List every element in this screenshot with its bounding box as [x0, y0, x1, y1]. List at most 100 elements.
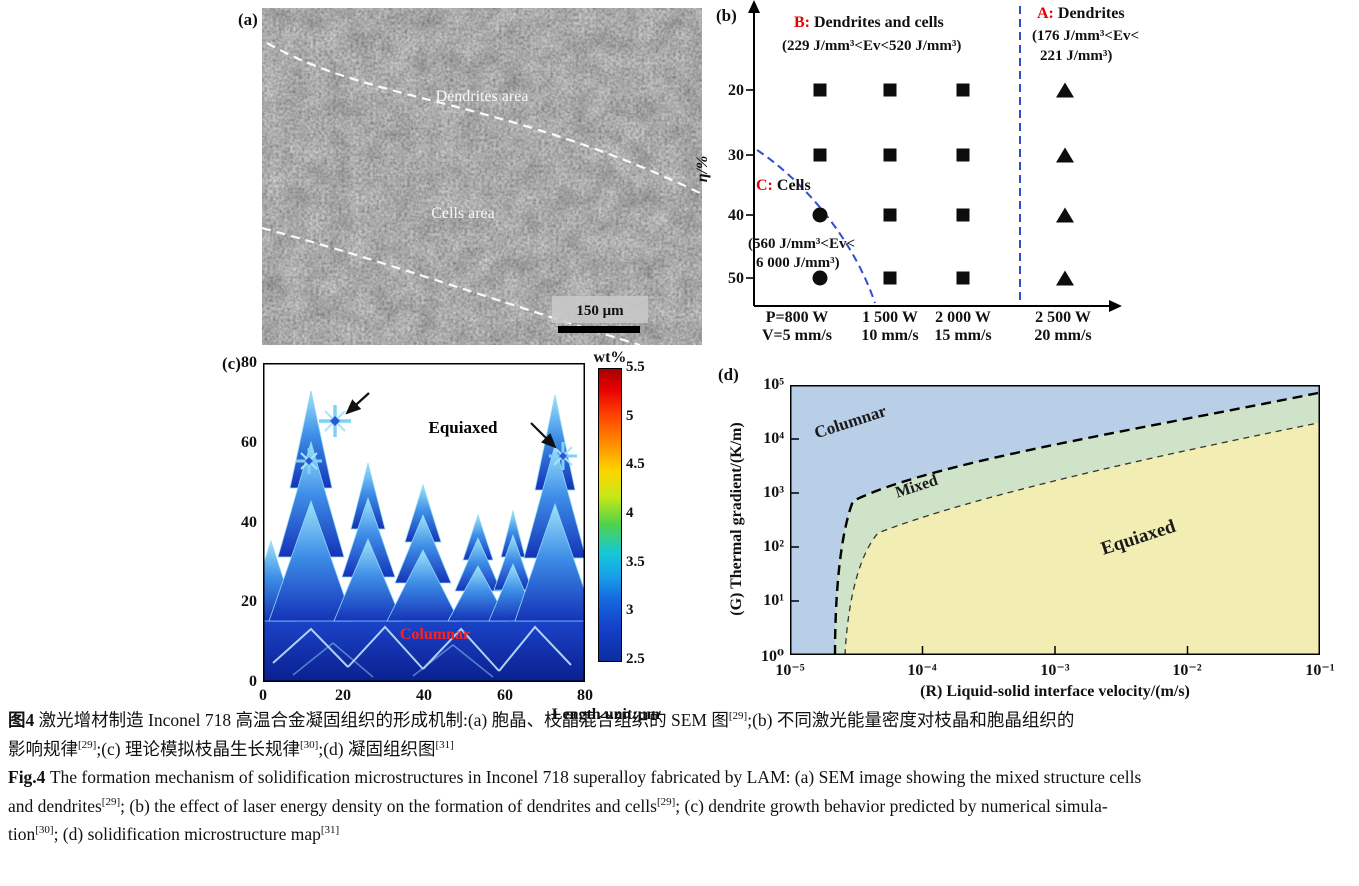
sem-noise-coarse — [262, 8, 702, 345]
region-b-range: (229 J/mm³<Ev<520 J/mm³) — [782, 38, 962, 54]
region-b-letter: B: — [794, 14, 810, 31]
y-tick-label-50: 50 — [728, 270, 744, 287]
columnar-zone-band — [263, 612, 585, 682]
marker-square — [813, 148, 827, 162]
cb-tick-5: 5 — [626, 408, 634, 424]
y-tick-label-40: 40 — [728, 207, 744, 224]
x-tick-label-2500w: 2 500 W 20 mm/s — [1017, 309, 1109, 345]
c-y-tick-40: 40 — [241, 514, 257, 531]
panel-d-tag: (d) — [718, 365, 739, 384]
region-c-title: C: Cells — [756, 177, 811, 195]
marker-square — [956, 83, 970, 97]
marker-square — [883, 83, 897, 97]
marker-square — [883, 208, 897, 222]
c-y-tick-20: 20 — [241, 593, 257, 610]
marker-square — [956, 271, 970, 285]
c-x-tick-80: 80 — [577, 687, 593, 704]
region-a-letter: A: — [1037, 5, 1054, 22]
d-y-tick-1e4: 10⁴ — [763, 430, 784, 447]
c-x-tick-60: 60 — [497, 687, 513, 704]
panel-c-simulation: (c) 80 60 40 20 0 — [215, 349, 700, 725]
colorbar-title: wt% — [593, 349, 627, 366]
d-x-tick-1e-3: 10⁻³ — [1040, 662, 1070, 679]
y-tick-label-20: 20 — [728, 82, 744, 99]
marker-triangle — [1056, 82, 1074, 98]
x-tick-2500w-power: 2 500 W — [1035, 309, 1091, 326]
x-tick-label-800w: P=800 W V=5 mm/s — [751, 309, 843, 345]
d-x-tick-1e-2: 10⁻² — [1172, 662, 1202, 679]
grain-boundary-veins — [272, 625, 572, 672]
equiaxed-crystals — [296, 405, 577, 474]
plot-frame — [263, 363, 585, 682]
caption-line-en-2: and dendrites[29]; (b) the effect of las… — [8, 795, 1108, 816]
region-c-name: Cells — [772, 177, 811, 194]
d-x-tick-1e-4: 10⁻⁴ — [907, 662, 937, 679]
x-tick-2000w-power: 2 000 W — [935, 309, 991, 326]
marker-square — [813, 83, 827, 97]
x-tick-1500w-power: 1 500 W — [862, 309, 918, 326]
figure-caption: 图4 激光增材制造 Inconel 718 高温合金凝固组织的形成机制:(a) … — [8, 706, 1353, 849]
d-y-tick-1e0: 10⁰ — [760, 648, 784, 665]
panel-a-sem-image: Dendrites area Cells area 150 μm — [261, 8, 702, 347]
marker-square — [956, 208, 970, 222]
scale-bar-label: 150 μm — [576, 303, 624, 319]
region-c-letter: C: — [756, 177, 773, 194]
annotation-arrow-right — [530, 422, 557, 449]
dendrite-simulation-plot: Equiaxed Columnar — [263, 363, 585, 682]
annotation-arrow-left — [345, 392, 370, 415]
solidification-map-plot: Columnar Mixed Equiaxed — [790, 385, 1320, 655]
marker-circle — [812, 270, 828, 286]
scale-bar-background — [552, 296, 648, 323]
x-tick-800w-speed: V=5 mm/s — [762, 327, 832, 344]
colorbar — [598, 368, 622, 662]
cb-tick-4-5: 4.5 — [626, 456, 645, 472]
mixed-equiaxed-boundary-dashed — [844, 422, 1319, 655]
panel-b-markers — [690, 0, 1359, 350]
region-c-boundary-arc — [756, 149, 876, 304]
equiaxed-crystal — [296, 448, 322, 474]
dendrites-area-label: Dendrites area — [436, 88, 529, 105]
caption-line-en-3: tion[30]; (d) solidification microstruct… — [8, 824, 340, 844]
scale-bar-rule — [558, 326, 640, 333]
region-c-range-line1: (560 J/mm³<Ev< — [748, 236, 855, 252]
length-unit-label: Length unit:μm — [551, 706, 660, 723]
cb-tick-3-5: 3.5 — [626, 554, 645, 570]
c-y-tick-0: 0 — [249, 673, 257, 690]
d-y-tick-1e3: 10³ — [763, 484, 784, 501]
region-a-name: Dendrites — [1053, 5, 1125, 22]
boundary-dashed-line-upper — [266, 42, 701, 194]
panel-a-tag: (a) — [238, 10, 258, 29]
y-axis-arrow — [748, 0, 760, 13]
c-y-tick-80: 80 — [241, 354, 257, 371]
d-y-tick-1e2: 10² — [763, 538, 784, 555]
d-y-tick-1e1: 10¹ — [763, 592, 784, 609]
marker-triangle — [1056, 147, 1074, 163]
panel-b-scatter: (b) B: Dendrites and cells (229 J/mm³<Ev… — [690, 0, 1359, 350]
caption-line-en-1: Fig.4 The formation mechanism of solidif… — [8, 767, 1142, 787]
caption-line-zh-1: 图4 激光增材制造 Inconel 718 高温合金凝固组织的形成机制:(a) … — [8, 710, 1075, 730]
region-c-range-line2: 6 000 J/mm³) — [756, 255, 840, 271]
x-tick-800w-power: P=800 W — [765, 309, 829, 326]
region-b-name: Dendrites and cells — [810, 14, 944, 31]
plot-frame — [790, 385, 1320, 655]
c-y-tick-60: 60 — [241, 434, 257, 451]
region-b-title: B: Dendrites and cells — [794, 14, 944, 32]
panel-b-tag: (b) — [716, 6, 737, 25]
region-a-title: A: Dendrites — [1037, 5, 1125, 23]
columnar-region-fill — [790, 385, 1320, 655]
region-a-range-line1: (176 J/mm³<Ev< — [1032, 28, 1139, 44]
equiaxed-crystal — [549, 442, 577, 470]
cb-tick-3: 3 — [626, 602, 634, 618]
columnar-mixed-boundary-dashed — [833, 391, 1319, 655]
d-x-tick-1e-5: 10⁻⁵ — [775, 662, 805, 679]
marker-triangle — [1056, 270, 1074, 286]
marker-square — [883, 148, 897, 162]
d-x-tick-1e-1: 10⁻¹ — [1305, 662, 1335, 679]
cb-tick-4: 4 — [626, 505, 634, 521]
marker-triangle — [1056, 207, 1074, 223]
panel-b-axes — [746, 0, 1122, 312]
c-x-tick-40: 40 — [416, 687, 432, 704]
x-tick-2500w-speed: 20 mm/s — [1034, 327, 1092, 344]
panel-d-solidification-map: (d) Columnar Mixed Equiaxed 10⁵ 10⁴ 10³ … — [700, 355, 1359, 705]
